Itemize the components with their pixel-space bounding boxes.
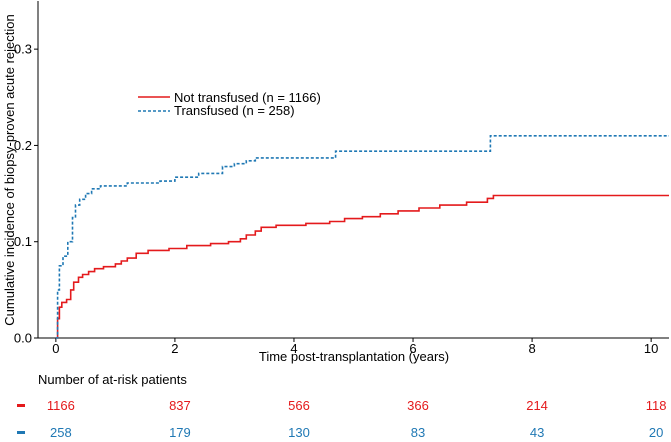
- at-risk-value: 214: [526, 398, 548, 413]
- at-risk-row-marker: [17, 404, 25, 407]
- at-risk-value: 130: [288, 425, 310, 440]
- at-risk-table: 1166 837 566 366 214 118 258 179 130 83 43 20: [17, 398, 667, 440]
- legend-label-not-transfused: Not transfused (n = 1166): [174, 90, 321, 105]
- at-risk-value: 837: [169, 398, 191, 413]
- at-risk-value: 258: [50, 425, 72, 440]
- incidence-curves: [55, 135, 669, 339]
- series-line-not-transfused: [55, 194, 669, 339]
- legend-label-transfused: Transfused (n = 258): [174, 103, 295, 118]
- legend: Not transfused (n = 1166) Transfused (n …: [138, 90, 321, 118]
- x-axis-title: Time post-transplantation (years): [259, 349, 449, 364]
- x-tick-label: 0: [52, 341, 59, 356]
- x-tick-label: 4: [290, 341, 297, 356]
- x-tick-label: 2: [171, 341, 178, 356]
- at-risk-value: 43: [530, 425, 544, 440]
- y-tick-label: 0.1: [14, 234, 32, 249]
- at-risk-value: 118: [646, 398, 667, 413]
- series-line-transfused: [55, 135, 669, 339]
- at-risk-value: 1166: [47, 398, 75, 413]
- at-risk-value: 566: [288, 398, 310, 413]
- at-risk-title: Number of at-risk patients: [38, 372, 187, 387]
- x-tick-label: 6: [409, 341, 416, 356]
- y-tick-label: 0.3: [14, 42, 32, 57]
- at-risk-value: 179: [169, 425, 191, 440]
- y-tick-label: 0.0: [14, 331, 32, 346]
- at-risk-value: 20: [649, 425, 663, 440]
- x-tick-label: 10: [644, 341, 658, 356]
- at-risk-value: 83: [411, 425, 425, 440]
- y-axis-title: Cumulative incidence of biopsy-proven ac…: [2, 14, 17, 325]
- at-risk-row-marker: [17, 431, 25, 434]
- y-tick-label: 0.2: [14, 138, 32, 153]
- plot-axes: [37, 1, 669, 339]
- axis-ticks: 0.0 0.1 0.2 0.3 0 2 4 6 8 10: [14, 42, 658, 356]
- x-tick-label: 8: [528, 341, 535, 356]
- at-risk-value: 366: [407, 398, 429, 413]
